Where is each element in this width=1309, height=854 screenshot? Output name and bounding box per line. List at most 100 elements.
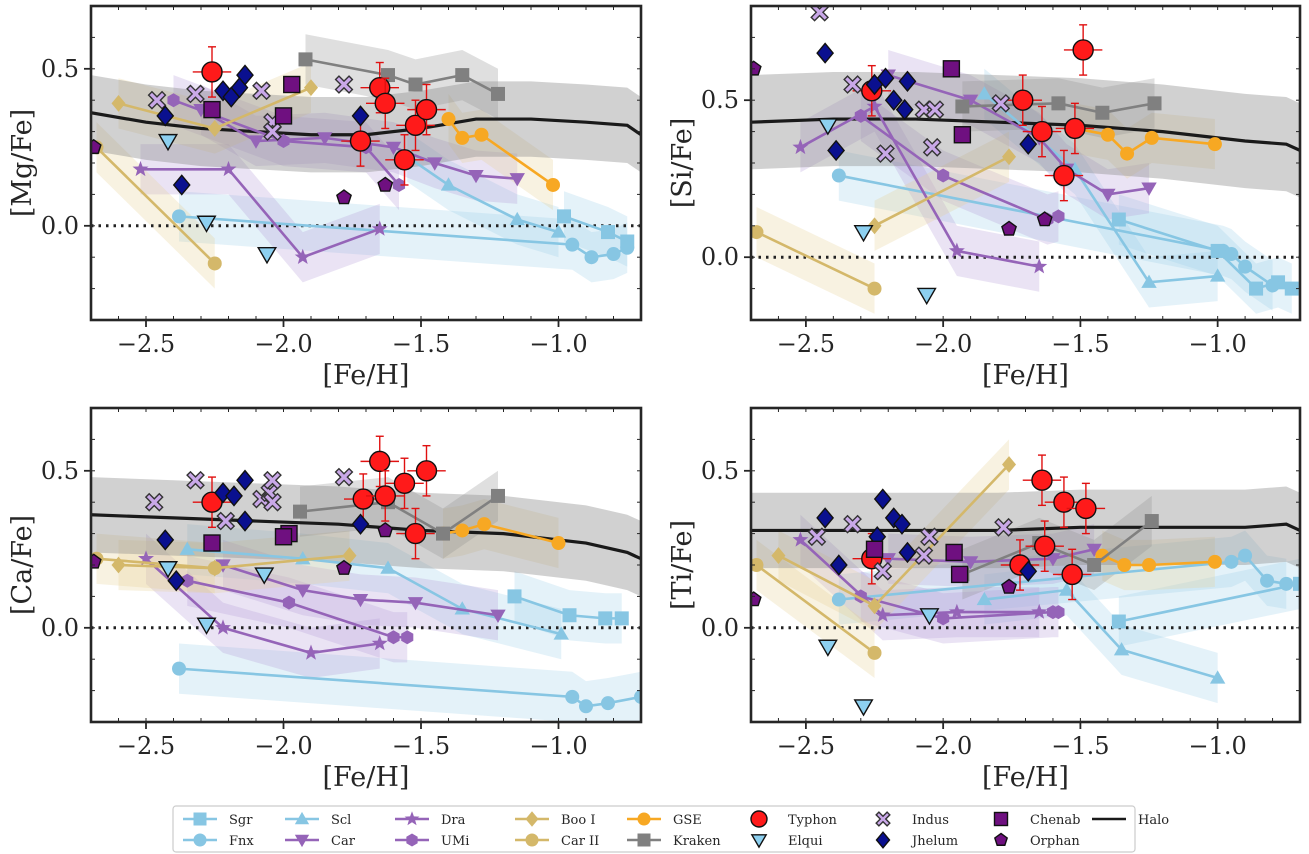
legend-label-scl: Scl bbox=[331, 813, 351, 828]
point-kraken bbox=[1147, 96, 1162, 111]
point-indus bbox=[252, 81, 271, 101]
band-sgr bbox=[1118, 194, 1292, 314]
x-tick-label: −1.5 bbox=[392, 732, 450, 760]
point-elqui bbox=[254, 567, 275, 585]
point-car bbox=[490, 609, 506, 623]
point-car bbox=[407, 597, 424, 611]
point-indus bbox=[334, 467, 354, 487]
point-typhon bbox=[1064, 117, 1086, 140]
legend-label-kraken: Kraken bbox=[673, 834, 721, 849]
point-orphan bbox=[336, 189, 352, 205]
x-tick-label: −2.0 bbox=[254, 330, 312, 358]
point-car bbox=[427, 157, 443, 171]
point-boo-i bbox=[342, 547, 357, 564]
point-scl bbox=[1113, 642, 1130, 656]
legend-item-gse: GSE bbox=[627, 812, 702, 828]
point-chenab bbox=[203, 534, 221, 552]
panel-sife: −2.5 −2.0 −1.5 −1.0 0.0 0.5 [Fe/H] [Si/Fe] bbox=[667, 4, 1302, 391]
band-dra bbox=[800, 514, 1040, 641]
series-kraken-line bbox=[962, 102, 1155, 115]
band-kraken bbox=[305, 34, 498, 120]
point-scl bbox=[179, 541, 195, 555]
point-car bbox=[880, 553, 896, 567]
legend-item-scl: Scl bbox=[285, 811, 351, 828]
point-dra bbox=[294, 248, 311, 264]
x-tick-label: −2.5 bbox=[117, 732, 175, 760]
point-kraken bbox=[1087, 558, 1102, 572]
legend-item-kraken: Kraken bbox=[627, 833, 721, 849]
point-boo-i bbox=[867, 597, 882, 615]
point-fnx bbox=[1238, 548, 1253, 563]
point-kraken bbox=[293, 504, 307, 519]
point-fnx bbox=[1279, 576, 1294, 591]
point-car bbox=[962, 556, 979, 570]
point-indus bbox=[873, 561, 893, 581]
point-jhelum bbox=[827, 139, 846, 162]
band-fnx bbox=[838, 150, 1273, 311]
x-tick-label: −2.5 bbox=[777, 732, 835, 760]
legend-marker-dra bbox=[404, 811, 420, 826]
plot-area bbox=[751, 439, 1300, 717]
band-dra bbox=[146, 533, 380, 679]
legend-item-orphan: Orphan bbox=[993, 832, 1080, 849]
legend-item-dra: Dra bbox=[395, 811, 466, 828]
point-typhon bbox=[415, 98, 438, 121]
legend-marker-indus bbox=[875, 811, 891, 827]
point-jhelum bbox=[214, 482, 232, 504]
panel-tife: −2.5 −2.0 −1.5 −1.0 0.0 0.5 [Fe/H] [Ti/Fe] bbox=[667, 406, 1302, 793]
point-sgr bbox=[601, 225, 615, 240]
point-fnx bbox=[620, 240, 635, 255]
point-dra bbox=[371, 635, 388, 651]
x-tick-label: −2.5 bbox=[117, 330, 175, 358]
point-gse bbox=[1144, 130, 1159, 145]
x-axis-label: [Fe/H] bbox=[323, 762, 410, 793]
x-axis-label: [Fe/H] bbox=[982, 762, 1069, 793]
point-orphan bbox=[91, 138, 102, 155]
band-boo-i bbox=[778, 439, 1010, 631]
point-gse bbox=[1142, 558, 1157, 572]
legend-marker-umi bbox=[406, 833, 418, 847]
point-jhelum bbox=[236, 469, 254, 491]
legend-item-umi: UMi bbox=[395, 833, 469, 849]
series-dra-line bbox=[799, 104, 1040, 268]
point-car bbox=[385, 141, 402, 155]
y-tick-label: 0.5 bbox=[41, 457, 79, 485]
point-kraken bbox=[491, 86, 505, 101]
point-chenab bbox=[950, 565, 969, 584]
point-sgr bbox=[1111, 614, 1126, 629]
point-jhelum bbox=[351, 513, 370, 535]
band-car bbox=[888, 49, 1150, 220]
y-axis-label: [Si/Fe] bbox=[667, 118, 698, 209]
point-orphan bbox=[1001, 578, 1017, 594]
x-tick-label: −1.5 bbox=[1051, 330, 1109, 358]
point-typhon bbox=[1053, 491, 1075, 513]
point-elqui bbox=[853, 699, 874, 717]
legend-item-sgr: Sgr bbox=[183, 812, 253, 828]
band-scl bbox=[984, 565, 1218, 704]
point-gse bbox=[1207, 554, 1222, 569]
band-car bbox=[223, 539, 498, 641]
legend-item-fnx: Fnx bbox=[183, 833, 254, 849]
point-scl bbox=[976, 591, 993, 606]
point-fnx bbox=[565, 237, 580, 252]
point-umi bbox=[181, 573, 194, 588]
halo-line bbox=[91, 111, 641, 137]
point-scl bbox=[440, 177, 457, 191]
point-umi bbox=[282, 595, 296, 610]
point-scl bbox=[380, 560, 396, 574]
y-axis-label: [Mg/Fe] bbox=[7, 109, 38, 217]
point-dra bbox=[948, 242, 965, 258]
point-dra bbox=[1031, 603, 1048, 619]
y-tick-label: 0.0 bbox=[701, 614, 739, 642]
point-scl bbox=[553, 626, 569, 640]
point-elqui bbox=[196, 617, 217, 635]
point-fnx bbox=[831, 592, 846, 607]
point-fnx bbox=[1260, 573, 1275, 588]
point-orphan bbox=[377, 522, 394, 538]
point-elqui bbox=[817, 118, 838, 136]
point-jhelum bbox=[236, 510, 254, 532]
point-dra bbox=[792, 138, 809, 155]
point-fnx bbox=[1224, 554, 1239, 569]
point-gse bbox=[474, 127, 489, 142]
point-fnx bbox=[565, 689, 580, 704]
